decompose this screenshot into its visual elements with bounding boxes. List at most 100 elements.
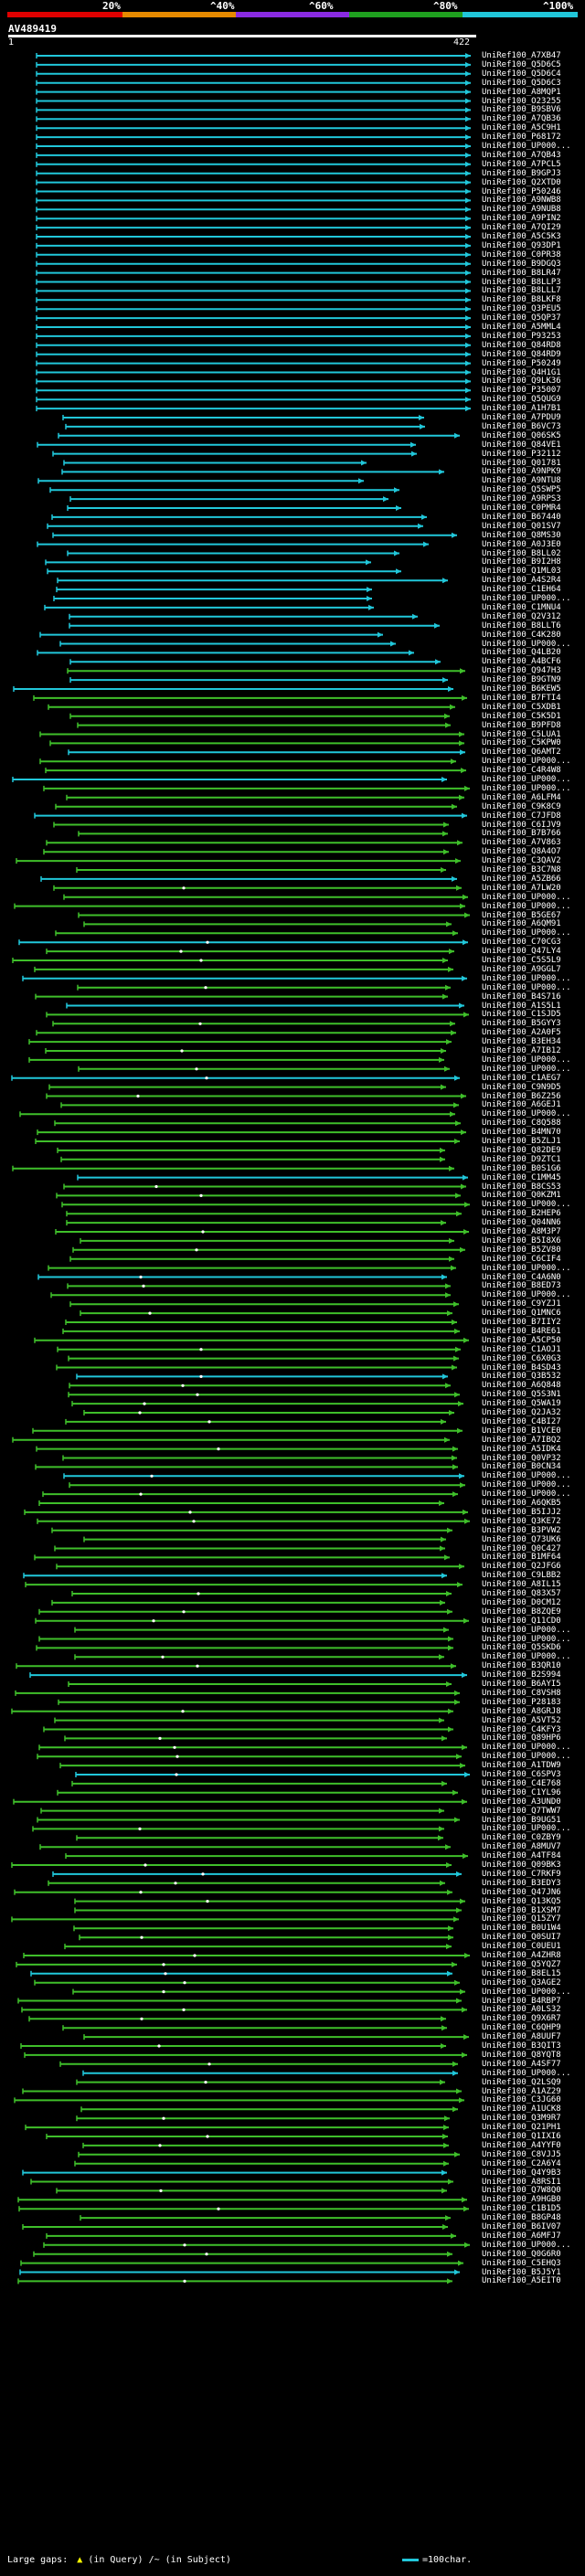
hit-label[interactable]: UniRef100_A6QM91 xyxy=(482,919,561,929)
hit-label[interactable]: UniRef100_A8MQP1 xyxy=(482,87,561,97)
hit-label[interactable]: UniRef100_A3UND0 xyxy=(482,1797,561,1807)
hit-label[interactable]: UniRef100_Q09BK3 xyxy=(482,1860,561,1870)
hit-label[interactable]: UniRef100_Q8MS30 xyxy=(482,530,561,540)
hit-label[interactable]: UniRef100_C5XDB1 xyxy=(482,702,561,712)
hit-label[interactable]: UniRef100_Q84VE1 xyxy=(482,440,561,450)
hit-label[interactable]: UniRef100_A4YYF0 xyxy=(482,2140,561,2150)
hit-label[interactable]: UniRef100_Q5SKD6 xyxy=(482,1643,561,1653)
hit-label[interactable]: UniRef100_Q84RD9 xyxy=(482,349,561,359)
hit-label[interactable]: UniRef100_B0CN34 xyxy=(482,1462,561,1472)
hit-label[interactable]: UniRef100_B7IIY2 xyxy=(482,1318,561,1327)
hit-label[interactable]: UniRef100_B5ZV80 xyxy=(482,1245,561,1255)
hit-label[interactable]: UniRef100_A4BCF6 xyxy=(482,657,561,667)
hit-label[interactable]: UniRef100_P50249 xyxy=(482,358,561,368)
hit-label[interactable]: UniRef100_C5S5L9 xyxy=(482,956,561,965)
hit-label[interactable]: UniRef100_Q3KE72 xyxy=(482,1516,561,1526)
hit-label[interactable]: UniRef100_UP000... xyxy=(482,928,571,938)
hit-label[interactable]: UniRef100_B5GYY3 xyxy=(482,1019,561,1029)
hit-label[interactable]: UniRef100_Q7TWW7 xyxy=(482,1806,561,1816)
hit-label[interactable]: UniRef100_Q2LSQ9 xyxy=(482,2077,561,2087)
hit-label[interactable]: UniRef100_B5I8X6 xyxy=(482,1235,561,1246)
hit-label[interactable]: UniRef100_Q01781 xyxy=(482,458,561,468)
hit-label[interactable]: UniRef100_A0LS32 xyxy=(482,2005,561,2015)
hit-label[interactable]: UniRef100_UP000... xyxy=(482,783,571,793)
hit-label[interactable]: UniRef100_A4S2R4 xyxy=(482,576,561,586)
hit-label[interactable]: UniRef100_UP000... xyxy=(482,142,571,151)
hit-label[interactable]: UniRef100_C1AOJ1 xyxy=(482,1344,561,1354)
hit-label[interactable]: UniRef100_B9UG51 xyxy=(482,1815,561,1825)
hit-label[interactable]: UniRef100_C9YZJ1 xyxy=(482,1299,561,1309)
hit-label[interactable]: UniRef100_A6GEJ1 xyxy=(482,1100,561,1110)
hit-label[interactable]: UniRef100_C1YL96 xyxy=(482,1787,561,1797)
hit-label[interactable]: UniRef100_B5IJJ2 xyxy=(482,1507,561,1517)
hit-label[interactable]: UniRef100_Q2XTD0 xyxy=(482,177,561,187)
hit-label[interactable]: UniRef100_C6SPV3 xyxy=(482,1770,561,1779)
hit-label[interactable]: UniRef100_B3QR10 xyxy=(482,1661,561,1671)
hit-label[interactable]: UniRef100_UP000... xyxy=(482,1987,571,1997)
hit-label[interactable]: UniRef100_C5KPW0 xyxy=(482,738,561,748)
hit-label[interactable]: UniRef100_B3C7N8 xyxy=(482,865,561,875)
hit-label[interactable]: UniRef100_C8Q588 xyxy=(482,1118,561,1129)
hit-label[interactable]: UniRef100_A9HGB0 xyxy=(482,2195,561,2205)
hit-label[interactable]: UniRef100_A8IL15 xyxy=(482,1580,561,1590)
hit-label[interactable]: UniRef100_B9GTN9 xyxy=(482,675,561,685)
hit-label[interactable]: UniRef100_UP000... xyxy=(482,1634,571,1644)
hit-label[interactable]: UniRef100_Q3PEU5 xyxy=(482,304,561,314)
hit-label[interactable]: UniRef100_Q2JFG6 xyxy=(482,1562,561,1572)
hit-label[interactable]: UniRef100_B5J5Y1 xyxy=(482,2267,561,2277)
hit-label[interactable]: UniRef100_UP000... xyxy=(482,594,571,603)
hit-label[interactable]: UniRef100_B67440 xyxy=(482,512,561,522)
hit-label[interactable]: UniRef100_Q5QUG9 xyxy=(482,395,561,405)
hit-label[interactable]: UniRef100_UP000... xyxy=(482,1055,571,1065)
hit-label[interactable]: UniRef100_C7RKF9 xyxy=(482,1869,561,1879)
hit-label[interactable]: UniRef100_Q3B532 xyxy=(482,1372,561,1382)
hit-label[interactable]: UniRef100_Q06SK5 xyxy=(482,430,561,440)
hit-label[interactable]: UniRef100_B6AYI5 xyxy=(482,1680,561,1689)
hit-label[interactable]: UniRef100_Q89HP6 xyxy=(482,1733,561,1744)
hit-label[interactable]: UniRef100_B8LR47 xyxy=(482,268,561,278)
hit-label[interactable]: UniRef100_A9NPK9 xyxy=(482,467,561,477)
hit-label[interactable]: UniRef100_C6CIF4 xyxy=(482,1254,561,1264)
hit-label[interactable]: UniRef100_C8VSH8 xyxy=(482,1688,561,1698)
hit-label[interactable]: UniRef100_Q01SV7 xyxy=(482,521,561,531)
hit-label[interactable]: UniRef100_C8VJJ5 xyxy=(482,2149,561,2159)
hit-label[interactable]: UniRef100_C4R4W8 xyxy=(482,766,561,776)
hit-label[interactable]: UniRef100_UP000... xyxy=(482,901,571,911)
hit-label[interactable]: UniRef100_B1MF64 xyxy=(482,1553,561,1563)
hit-label[interactable]: UniRef100_A8MUV7 xyxy=(482,1842,561,1852)
hit-label[interactable]: UniRef100_Q0KZM1 xyxy=(482,1191,561,1201)
hit-label[interactable]: UniRef100_D0CM12 xyxy=(482,1597,561,1607)
hit-label[interactable]: UniRef100_A7IBQ2 xyxy=(482,1435,561,1445)
hit-label[interactable]: UniRef100_P32112 xyxy=(482,449,561,459)
hit-label[interactable]: UniRef100_C5EHQ3 xyxy=(482,2258,561,2268)
hit-label[interactable]: UniRef100_Q1ML03 xyxy=(482,567,561,577)
hit-label[interactable]: UniRef100_UP000... xyxy=(482,2068,571,2078)
hit-label[interactable]: UniRef100_B9SBV6 xyxy=(482,105,561,115)
hit-label[interactable]: UniRef100_UP000... xyxy=(482,1752,571,1762)
hit-label[interactable]: UniRef100_A8M3P7 xyxy=(482,1227,561,1236)
hit-label[interactable]: UniRef100_B9GPJ3 xyxy=(482,168,561,178)
hit-label[interactable]: UniRef100_P35007 xyxy=(482,386,561,396)
hit-label[interactable]: UniRef100_Q04NN6 xyxy=(482,1218,561,1228)
hit-label[interactable]: UniRef100_A7QB36 xyxy=(482,114,561,124)
hit-label[interactable]: UniRef100_C1EH64 xyxy=(482,585,561,595)
hit-label[interactable]: UniRef100_A8RSI1 xyxy=(482,2177,561,2187)
hit-label[interactable]: UniRef100_UP000... xyxy=(482,1109,571,1119)
hit-label[interactable]: UniRef100_A7PCL5 xyxy=(482,159,561,169)
hit-label[interactable]: UniRef100_C1B1D5 xyxy=(482,2204,561,2214)
hit-label[interactable]: UniRef100_B8ED73 xyxy=(482,1281,561,1291)
hit-label[interactable]: UniRef100_A7V863 xyxy=(482,838,561,848)
hit-label[interactable]: UniRef100_B7B766 xyxy=(482,829,561,839)
hit-label[interactable]: UniRef100_C7JFD8 xyxy=(482,811,561,821)
hit-label[interactable]: UniRef100_UP000... xyxy=(482,1290,571,1300)
hit-label[interactable]: UniRef100_A5IDK4 xyxy=(482,1444,561,1454)
hit-label[interactable]: UniRef100_Q1IXI6 xyxy=(482,2132,561,2141)
hit-label[interactable]: UniRef100_Q15ZY7 xyxy=(482,1914,561,1924)
hit-label[interactable]: UniRef100_Q5D6C3 xyxy=(482,78,561,88)
hit-label[interactable]: UniRef100_Q947H3 xyxy=(482,666,561,676)
hit-label[interactable]: UniRef100_C0PMR4 xyxy=(482,504,561,513)
hit-label[interactable]: UniRef100_Q0SUI7 xyxy=(482,1933,561,1943)
hit-label[interactable]: UniRef100_B4MN70 xyxy=(482,1128,561,1138)
hit-label[interactable]: UniRef100_D9ZTC1 xyxy=(482,1154,561,1164)
hit-label[interactable]: UniRef100_UP000... xyxy=(482,892,571,902)
